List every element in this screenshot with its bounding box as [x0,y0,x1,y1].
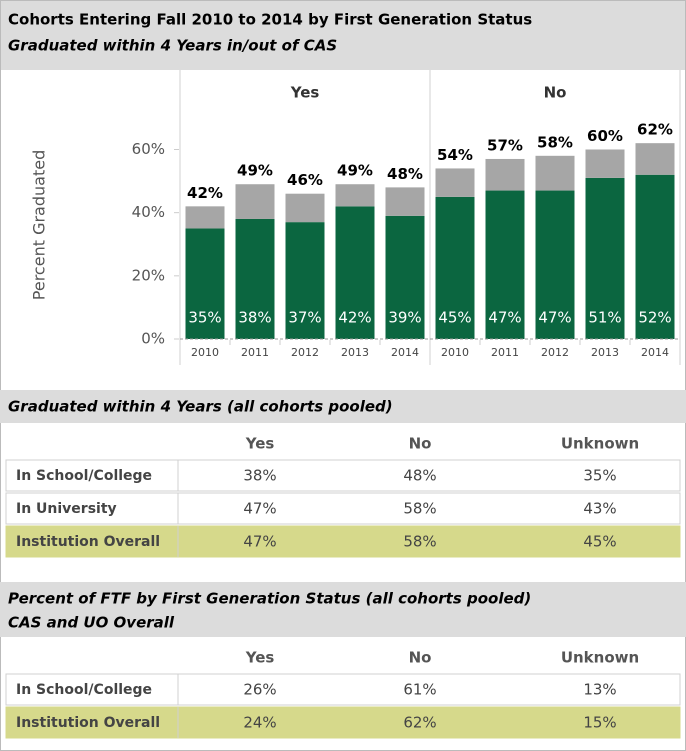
total-label: 48% [387,165,423,183]
cell-value: 43% [583,500,616,518]
total-label: 49% [237,162,273,180]
panel-label: Yes [290,84,320,102]
bar-segment [485,190,525,339]
x-tick-label: 2014 [641,346,669,359]
cell-value: 15% [583,714,616,732]
total-label: 60% [587,127,623,145]
bar-segment [635,174,675,339]
table-title: Percent of FTF by First Generation Statu… [8,590,531,608]
column-header: Yes [245,435,275,453]
x-tick-label: 2013 [341,346,369,359]
total-label: 54% [437,146,473,164]
bar-segment [385,187,425,216]
bar-segment [385,215,425,339]
x-tick-label: 2011 [241,346,269,359]
column-header: Yes [245,649,275,667]
bar-label: 37% [288,309,321,327]
bar-label: 35% [188,309,221,327]
bar-label: 51% [588,309,621,327]
x-tick-label: 2014 [391,346,419,359]
bar-label: 38% [238,309,271,327]
bar-segment [635,143,675,175]
x-tick-label: 2012 [541,346,569,359]
cell-value: 13% [583,681,616,699]
x-tick-label: 2010 [191,346,219,359]
bar-segment [585,177,625,339]
bar-segment [435,168,475,197]
bar-segment [485,158,525,191]
bar-segment [335,184,375,207]
cell-value: 47% [243,533,276,551]
column-header: No [409,649,432,667]
total-label: 57% [487,136,523,154]
row-label: Institution Overall [16,715,160,731]
bar-label: 47% [538,309,571,327]
bar-segment [285,222,325,339]
cell-value: 26% [243,681,276,699]
bar-segment [285,193,325,223]
bar-label: 52% [638,309,671,327]
cell-value: 58% [403,533,436,551]
bar-label: 39% [388,309,421,327]
total-label: 42% [187,184,223,202]
x-tick-label: 2013 [591,346,619,359]
row-label: In School/College [16,468,152,484]
cell-value: 62% [403,714,436,732]
y-axis-label: Percent Graduated [30,150,49,300]
y-tick-label: 0% [141,330,165,348]
panel-label: No [544,84,567,102]
table-row [5,525,681,558]
bar-segment [185,228,225,339]
row-label: Institution Overall [16,534,160,550]
table-row [5,459,681,492]
bar-segment [185,206,225,229]
x-tick-label: 2011 [491,346,519,359]
bar-segment [435,196,475,339]
cell-value: 48% [403,467,436,485]
cell-value: 38% [243,467,276,485]
table-row [5,492,681,525]
total-label: 49% [337,162,373,180]
total-label: 46% [287,171,323,189]
cell-value: 61% [403,681,436,699]
table-header-band [0,582,686,637]
chart-header [0,0,686,70]
bar-label: 45% [438,309,471,327]
total-label: 62% [637,121,673,139]
column-header: No [409,435,432,453]
bar-segment [535,155,575,191]
bar-segment [585,149,625,178]
y-tick-label: 40% [132,203,165,221]
x-tick-label: 2012 [291,346,319,359]
bar-segment [235,218,275,339]
y-tick-label: 60% [132,140,165,158]
y-tick-label: 20% [132,266,165,284]
x-tick-label: 2010 [441,346,469,359]
chart-subtitle: Graduated within 4 Years in/out of CAS [8,37,337,55]
table-row [5,673,681,706]
table-title: Graduated within 4 Years (all cohorts po… [8,398,393,416]
bar-segment [235,184,275,219]
bar-label: 47% [488,309,521,327]
column-header: Unknown [561,649,639,667]
table-row [5,706,681,739]
cell-value: 35% [583,467,616,485]
cell-value: 24% [243,714,276,732]
table-header-band [0,390,686,423]
table-title: CAS and UO Overall [8,614,175,632]
cell-value: 47% [243,500,276,518]
bar-label: 42% [338,309,371,327]
row-label: In University [16,501,117,517]
bar-segment [335,206,375,339]
bar-segment [535,190,575,339]
column-header: Unknown [561,435,639,453]
chart-title: Cohorts Entering Fall 2010 to 2014 by Fi… [8,11,532,29]
total-label: 58% [537,133,573,151]
cell-value: 45% [583,533,616,551]
cell-value: 58% [403,500,436,518]
row-label: In School/College [16,682,152,698]
